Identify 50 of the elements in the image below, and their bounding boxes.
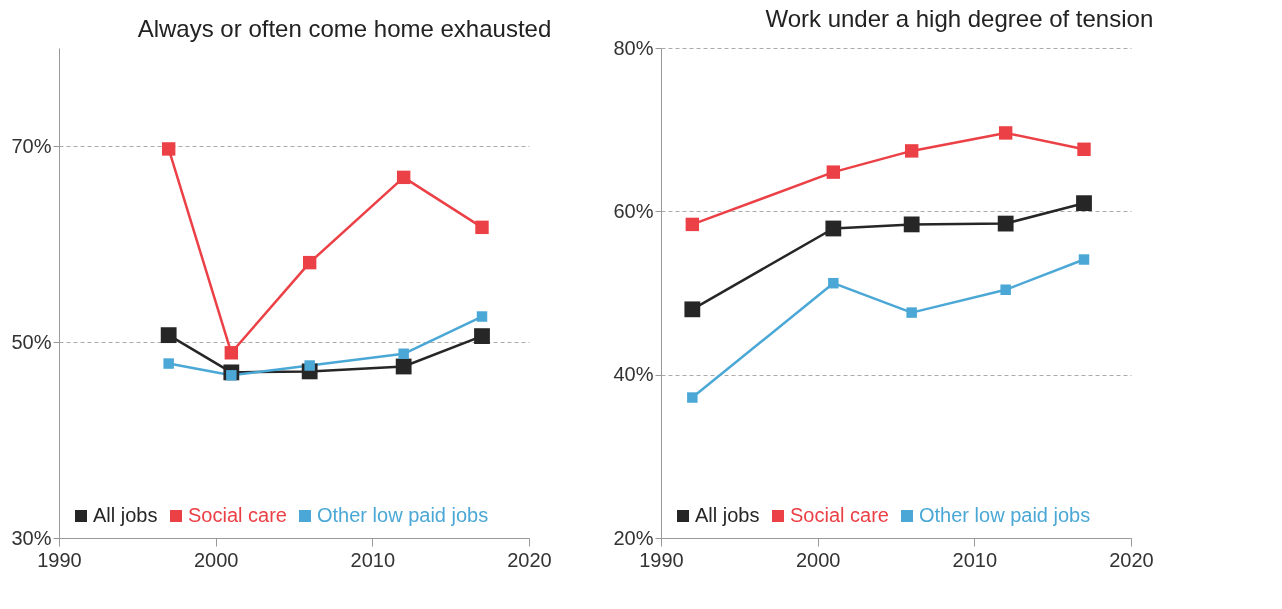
point xyxy=(1078,254,1090,265)
y-tick-label: 30% xyxy=(11,526,52,549)
point xyxy=(302,255,317,270)
x-tick-label: 1990 xyxy=(37,548,82,571)
y-tick-label: 70% xyxy=(11,134,52,157)
legend-label: All jobs xyxy=(695,504,760,526)
point xyxy=(396,170,411,185)
point xyxy=(684,301,701,318)
x-tick-label: 2000 xyxy=(795,548,841,571)
point xyxy=(161,142,176,156)
point xyxy=(476,311,488,322)
point xyxy=(474,328,490,345)
legend-label: Social care xyxy=(188,504,287,526)
point xyxy=(224,346,239,360)
point xyxy=(1000,284,1011,295)
point xyxy=(687,392,698,403)
y-tick-label: 60% xyxy=(613,199,654,222)
x-tick-label: 2020 xyxy=(1109,548,1154,571)
point xyxy=(825,220,842,237)
point xyxy=(163,358,174,369)
point xyxy=(398,348,409,359)
point xyxy=(304,360,315,371)
chart-title: Work under a high degree of tension xyxy=(765,5,1154,32)
point xyxy=(828,277,839,289)
x-tick-label: 1990 xyxy=(639,548,684,571)
legend-label: Social care xyxy=(790,504,889,526)
y-tick-label: 50% xyxy=(11,330,52,353)
point xyxy=(475,220,489,235)
point xyxy=(997,215,1014,232)
y-tick-label: 20% xyxy=(613,526,654,549)
y-tick-label: 40% xyxy=(613,363,654,386)
x-tick-label: 2010 xyxy=(350,548,396,571)
point xyxy=(906,307,917,318)
legend-label: Other low paid jobs xyxy=(919,504,1091,526)
chart-title: Always or often come home exhausted xyxy=(137,15,552,42)
point xyxy=(1076,195,1092,212)
x-tick-label: 2010 xyxy=(952,548,998,571)
legend-label: All jobs xyxy=(93,504,158,526)
point xyxy=(395,358,412,375)
x-tick-label: 2000 xyxy=(193,548,239,571)
point xyxy=(998,126,1013,140)
point xyxy=(160,327,177,344)
point xyxy=(685,217,700,232)
x-tick-label: 2020 xyxy=(507,548,552,571)
point xyxy=(903,216,920,233)
point xyxy=(826,165,841,179)
point xyxy=(1077,142,1091,156)
legend-label: Other low paid jobs xyxy=(317,504,489,526)
y-tick-label: 80% xyxy=(613,36,654,59)
point xyxy=(904,144,919,158)
